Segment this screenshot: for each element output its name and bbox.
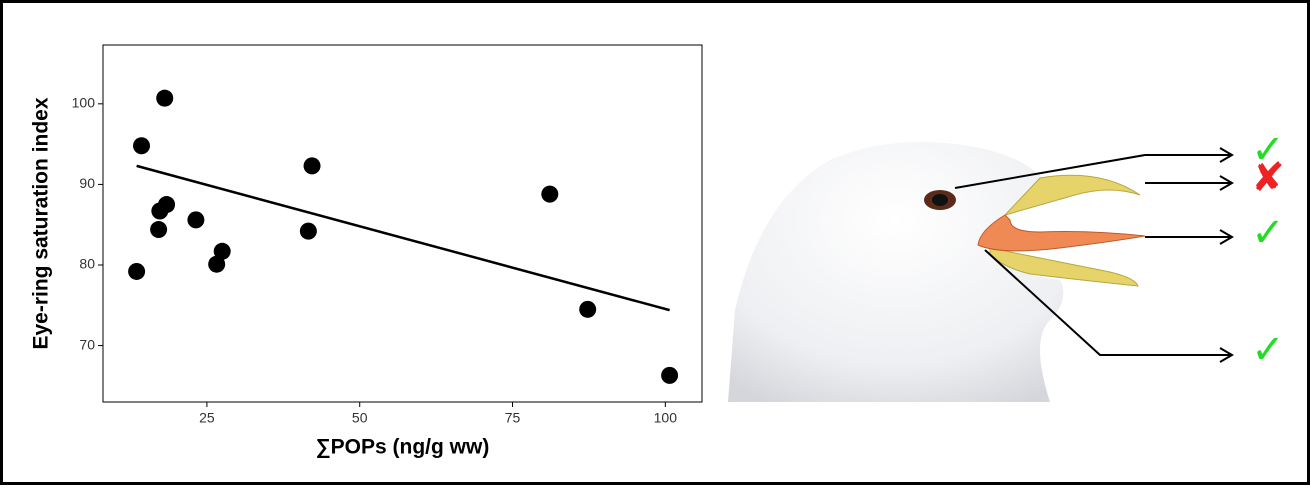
point <box>541 185 559 203</box>
x-tick-label: 25 <box>199 410 215 426</box>
pointer-line <box>984 249 1230 356</box>
point <box>187 211 205 229</box>
point <box>661 366 679 384</box>
point <box>213 242 231 260</box>
arrowhead <box>1219 147 1234 163</box>
pointers <box>954 147 1234 363</box>
arrowhead <box>1219 347 1234 363</box>
x-axis-label: ∑POPs (ng/g ww) <box>316 436 490 459</box>
mouth <box>977 214 1146 252</box>
annotation-mark: ✓ <box>1251 127 1285 173</box>
annotation-mark: ✘ <box>1251 155 1285 201</box>
y-tick-label: 90 <box>79 175 95 191</box>
y-axis-label: Eye-ring saturation index <box>30 97 53 349</box>
pointer-line <box>954 154 1230 189</box>
point <box>128 262 146 280</box>
point <box>579 300 597 318</box>
plot-frame <box>102 44 703 403</box>
gull-illustration <box>728 142 1146 402</box>
point <box>208 255 226 273</box>
arrowhead <box>1219 175 1234 191</box>
y-tick-label: 70 <box>79 336 95 352</box>
annotation-mark: ✓ <box>1251 327 1285 373</box>
lower-beak <box>989 247 1139 287</box>
upper-beak <box>1003 174 1141 216</box>
y-tick-label: 80 <box>79 256 95 272</box>
head <box>728 142 1064 402</box>
point <box>299 222 317 240</box>
x-tick-label: 75 <box>505 410 521 426</box>
eye <box>932 194 948 206</box>
point <box>303 157 321 175</box>
arrowhead <box>1219 229 1234 245</box>
point <box>156 89 174 107</box>
x-tick-label: 50 <box>352 410 368 426</box>
y-tick-label: 100 <box>72 95 96 111</box>
annotation-mark: ✓ <box>1251 210 1285 256</box>
point <box>150 221 168 239</box>
point <box>133 137 151 155</box>
point <box>158 196 176 214</box>
x-tick-label: 100 <box>654 410 678 426</box>
trend-line <box>136 164 670 312</box>
